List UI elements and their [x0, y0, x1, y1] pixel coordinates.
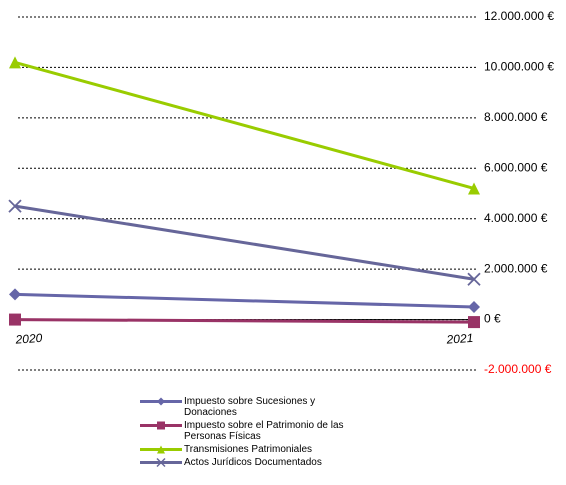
x-tick-label: 2021	[445, 331, 474, 347]
legend-label: Actos Jurídicos Documentados	[184, 457, 322, 468]
y-tick-label: 2.000.000 €	[484, 261, 548, 275]
marker	[468, 300, 480, 313]
legend-item: Transmisiones Patrimoniales	[140, 444, 380, 455]
legend-swatch	[140, 397, 182, 406]
marker	[9, 56, 21, 69]
series-line	[14, 292, 475, 309]
series-line	[14, 60, 475, 190]
legend-label: Transmisiones Patrimoniales	[184, 444, 313, 455]
legend-marker	[157, 397, 165, 406]
legend-swatch	[140, 421, 182, 430]
legend-label: Impuesto sobre Sucesiones y Donaciones	[184, 396, 316, 418]
legend-marker	[157, 445, 165, 454]
y-tick-label: 8.000.000 €	[484, 110, 548, 124]
legend-label: Impuesto sobre el Patrimonio de las Pers…	[184, 420, 344, 442]
legend-marker	[157, 421, 165, 430]
marker	[467, 272, 481, 286]
x-tick-label: 2020	[14, 331, 43, 347]
marker	[9, 288, 21, 301]
marker	[468, 316, 480, 329]
series-line	[14, 318, 475, 324]
y-tick-label: 12.000.000 €	[484, 9, 554, 23]
legend-item: Impuesto sobre Sucesiones y Donaciones	[140, 396, 380, 418]
marker	[8, 199, 22, 213]
legend-item: Actos Jurídicos Documentados	[140, 457, 380, 468]
legend-swatch	[140, 457, 182, 468]
legend-swatch	[140, 445, 182, 454]
y-tick-label: 6.000.000 €	[484, 160, 548, 174]
series-line	[14, 204, 475, 281]
marker	[468, 182, 480, 195]
legend-item: Impuesto sobre el Patrimonio de las Pers…	[140, 420, 380, 442]
legend-marker	[156, 457, 166, 468]
y-tick-label: 0 €	[484, 312, 501, 326]
marker	[9, 313, 21, 326]
y-tick-label: -2.000.000 €	[484, 362, 552, 376]
y-tick-label: 10.000.000 €	[484, 60, 554, 74]
legend: Impuesto sobre Sucesiones y Donaciones Im…	[140, 396, 380, 470]
y-tick-label: 4.000.000 €	[484, 211, 548, 225]
